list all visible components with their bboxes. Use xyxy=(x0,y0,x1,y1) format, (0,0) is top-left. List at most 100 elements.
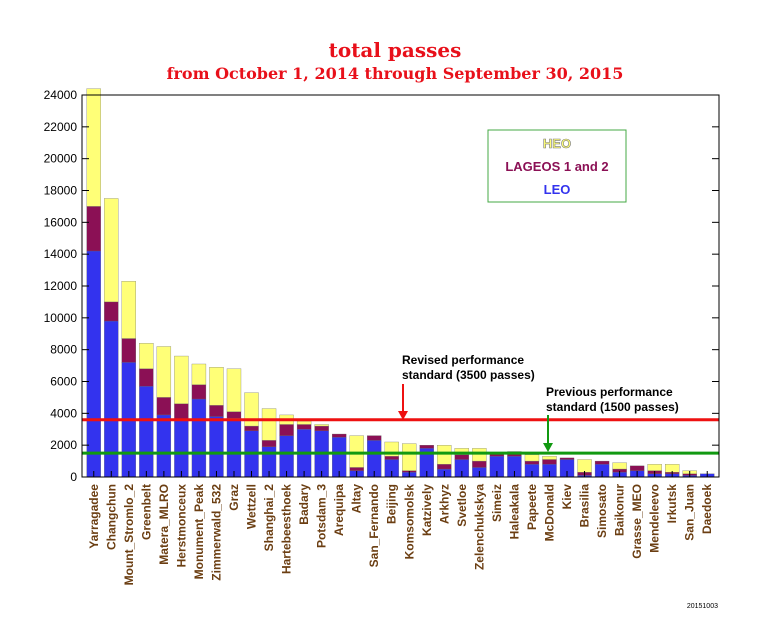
date-stamp: 20151003 xyxy=(687,603,718,610)
x-tick-label: Brasilia xyxy=(578,484,592,528)
x-tick-label: Changchun xyxy=(104,484,118,550)
y-tick-label: 4000 xyxy=(50,406,77,420)
x-tick-label: San_Fernando xyxy=(367,484,381,567)
bar-segment xyxy=(454,454,470,460)
bar-segment xyxy=(314,425,329,431)
x-tick-label: Monument_Peak xyxy=(192,484,206,580)
previous-standard-label-2: standard (1500 passes) xyxy=(546,400,679,414)
bar-segment xyxy=(139,368,154,387)
y-tick-label: 2000 xyxy=(50,438,77,452)
bar-segment xyxy=(139,386,154,478)
x-tick-label: Papeete xyxy=(525,484,539,530)
revised-standard-label-2: standard (3500 passes) xyxy=(402,368,535,382)
x-tick-label: San_Juan xyxy=(683,484,697,541)
x-tick-label: Kiev xyxy=(560,484,574,510)
x-tick-label: Beijing xyxy=(385,484,399,524)
x-tick-label: Greenbelt xyxy=(139,484,153,540)
x-tick-label: Herstmonceux xyxy=(174,484,188,568)
x-tick-label: Graz xyxy=(227,484,241,511)
bar-segment xyxy=(559,457,575,460)
bar-segment xyxy=(647,464,662,471)
x-tick-label: Altay xyxy=(350,484,364,514)
y-tick-label: 10000 xyxy=(44,311,78,325)
bar-segment xyxy=(349,467,364,471)
x-tick-label: Haleakala xyxy=(507,484,521,540)
previous-standard-annotation: Previous performance standard (1500 pass… xyxy=(543,385,679,452)
legend-heo-label: HEO xyxy=(543,136,571,151)
bar-segment xyxy=(191,384,207,400)
bar-segment xyxy=(156,397,172,416)
reference-lines-group xyxy=(82,418,719,455)
legend-leo-label: LEO xyxy=(544,182,571,197)
legend-lageos-label: LAGEOS 1 and 2 xyxy=(505,159,608,174)
x-tick-label: Zelenchukskya xyxy=(472,484,486,570)
y-tick-label: 16000 xyxy=(44,215,78,229)
y-tick-label: 12000 xyxy=(44,279,78,293)
bar-segment xyxy=(209,367,224,406)
bar-segment xyxy=(104,198,119,303)
x-tick-label: Baikonur xyxy=(613,484,627,536)
bar-segment xyxy=(156,346,172,398)
bar-segment xyxy=(472,460,487,468)
bar-segment xyxy=(384,456,399,460)
bar-segment xyxy=(349,435,364,468)
bar-segment xyxy=(296,421,312,425)
y-tick-label: 8000 xyxy=(50,343,77,357)
bar-segment xyxy=(121,281,136,339)
chart-title: total passes xyxy=(329,38,462,62)
bar-segment xyxy=(191,398,207,478)
bar-segment xyxy=(454,448,470,455)
bar-segment xyxy=(296,424,312,430)
x-tick-label: Badary xyxy=(297,484,311,525)
x-tick-label: McDonald xyxy=(542,484,556,541)
previous-standard-label-1: Previous performance xyxy=(546,385,673,399)
bar-segment xyxy=(314,424,329,427)
bar-segment xyxy=(86,206,101,252)
bar-segment xyxy=(209,405,224,417)
x-tick-label: Wettzell xyxy=(245,484,259,529)
bar-segment xyxy=(524,460,540,465)
bar-segment xyxy=(209,416,224,478)
y-tick-label: 0 xyxy=(70,470,77,484)
y-axis: 0 2000 4000 6000 8000 10000 12000 14000 16000 180… xyxy=(44,88,719,484)
bar-segment xyxy=(612,462,627,470)
x-tick-label: Yarragadee xyxy=(87,484,101,549)
bar-segment xyxy=(331,433,347,438)
bar-segment xyxy=(594,460,610,465)
legend: HEO LAGEOS 1 and 2 LEO xyxy=(487,129,627,203)
bar-segment xyxy=(472,448,487,462)
bar-segment xyxy=(629,465,645,471)
bar-segment xyxy=(367,435,382,441)
bar-segment xyxy=(226,411,242,419)
x-tick-label: Mendeleevo xyxy=(648,484,662,553)
bar-segment xyxy=(261,408,277,441)
revised-standard-arrowhead xyxy=(398,411,408,420)
bar-segment xyxy=(139,343,154,369)
bar-segment xyxy=(121,338,136,363)
bar-segment xyxy=(104,301,119,322)
bar-segment xyxy=(86,88,101,207)
bar-segment xyxy=(174,419,189,478)
bar-segment xyxy=(402,443,417,471)
x-tick-label: Zimmerwald_532 xyxy=(209,484,223,581)
x-tick-label: Arequipa xyxy=(332,484,346,536)
previous-standard-arrowhead xyxy=(543,443,553,452)
x-tick-label: Daedoek xyxy=(700,484,714,534)
x-tick-label: Katzively xyxy=(420,484,434,536)
bar-segment xyxy=(244,425,259,431)
bar-segment xyxy=(279,424,294,436)
bar-segment xyxy=(156,414,172,478)
x-tick-label: Simeiz xyxy=(490,484,504,522)
bar-segment xyxy=(419,445,434,449)
x-tick-label: Svetloe xyxy=(455,484,469,527)
bar-segment xyxy=(86,250,101,478)
bar-segment xyxy=(191,363,207,385)
x-tick-label: Simosato xyxy=(595,484,609,538)
x-axis: Yarragadee Changchun Mount_Stromlo_2 Greenb… xyxy=(87,471,714,585)
bar-segment xyxy=(261,440,277,447)
bar-segment xyxy=(437,464,452,470)
revised-standard-label-1: Revised performance xyxy=(402,353,524,367)
bar-segment xyxy=(279,435,294,478)
bar-segment xyxy=(244,392,259,427)
y-tick-label: 18000 xyxy=(44,184,78,198)
